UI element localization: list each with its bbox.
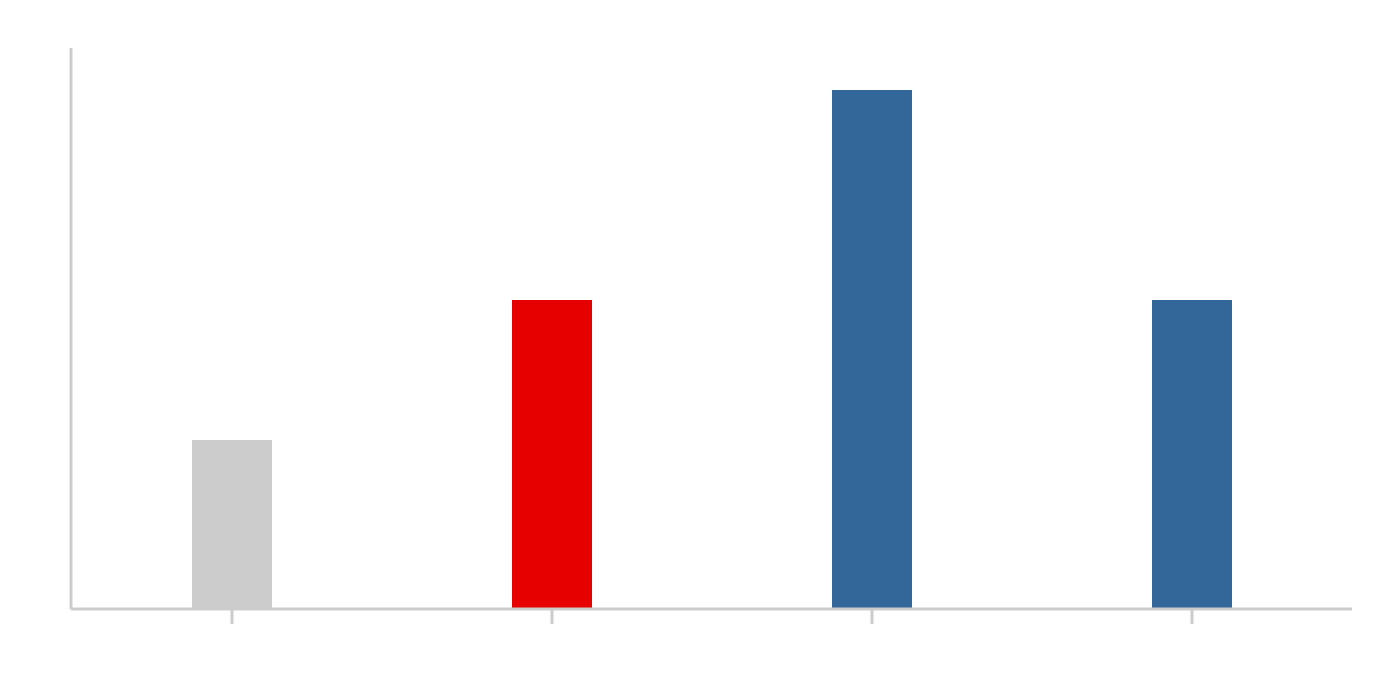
bar-3 (832, 90, 912, 608)
bars-group (192, 90, 1232, 608)
bar-4 (1152, 300, 1232, 608)
bar-1 (192, 440, 272, 608)
x-ticks-group (230, 608, 1194, 624)
bar-2 (512, 300, 592, 608)
